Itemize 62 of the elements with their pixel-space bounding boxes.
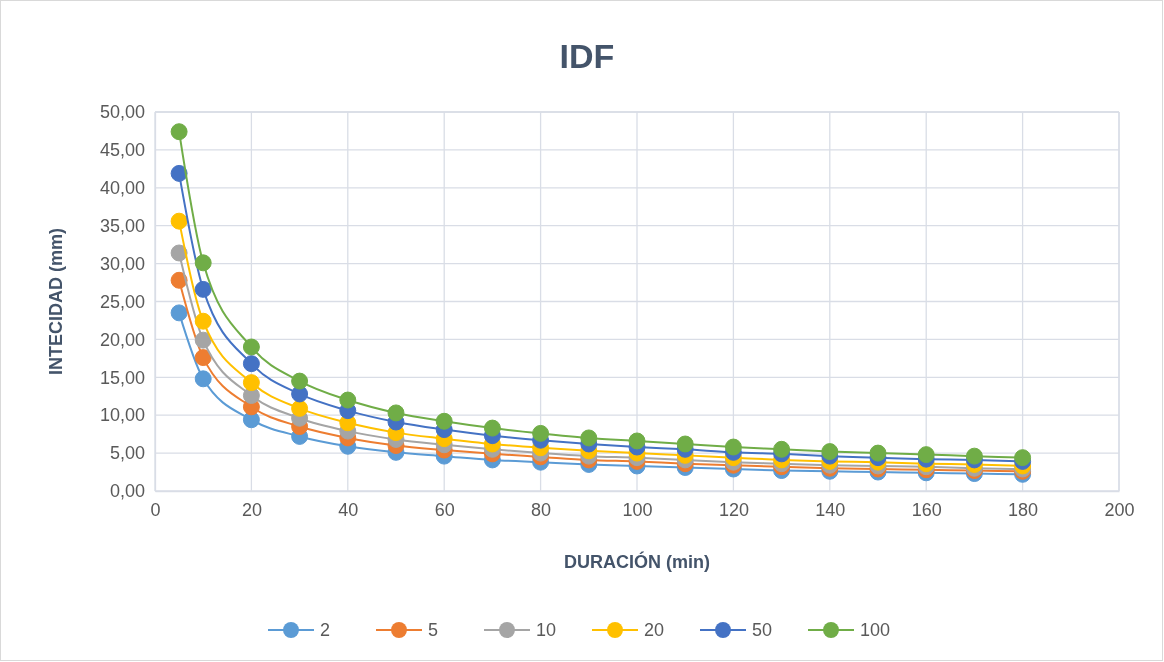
x-tick-label: 80 — [531, 499, 552, 520]
y-tick-label: 15,00 — [99, 367, 145, 388]
point — [724, 438, 742, 456]
x-axis-title: DURACIÓN (min) — [564, 551, 710, 572]
point — [170, 164, 188, 182]
x-tick-label: 20 — [241, 499, 262, 520]
point — [291, 399, 309, 417]
point — [170, 123, 188, 141]
x-tick-label: 180 — [1008, 499, 1039, 520]
point — [628, 432, 646, 450]
y-axis-title: INTECIDAD (mm) — [46, 228, 66, 375]
point — [965, 447, 983, 465]
point — [242, 338, 260, 356]
legend-label: 50 — [752, 620, 773, 640]
point — [869, 444, 887, 462]
y-tick-label: 0,00 — [109, 481, 145, 502]
point — [170, 304, 188, 322]
point — [194, 331, 212, 349]
point — [387, 404, 405, 422]
x-tick-label: 140 — [815, 499, 846, 520]
point — [194, 312, 212, 330]
point — [170, 271, 188, 289]
point — [339, 391, 357, 409]
point — [242, 355, 260, 373]
x-tick-label: 0 — [150, 499, 161, 520]
x-tick-label: 60 — [434, 499, 455, 520]
point — [821, 443, 839, 461]
legend-label: 20 — [644, 620, 665, 640]
y-tick-label: 35,00 — [99, 215, 145, 236]
y-tick-label: 25,00 — [99, 291, 145, 312]
y-tick-label: 45,00 — [99, 140, 145, 161]
point — [917, 446, 935, 464]
legend-label: 2 — [320, 620, 331, 640]
x-tick-label: 100 — [622, 499, 653, 520]
y-tick-label: 50,00 — [99, 102, 145, 123]
chart-title: IDF — [559, 37, 615, 75]
point — [170, 212, 188, 230]
x-tick-label: 40 — [338, 499, 359, 520]
point — [676, 435, 694, 453]
point — [532, 424, 550, 442]
point — [580, 429, 598, 447]
y-tick-label: 10,00 — [99, 405, 145, 426]
point — [194, 370, 212, 388]
y-tick-label: 20,00 — [99, 329, 145, 350]
point — [435, 412, 453, 430]
point — [483, 419, 501, 437]
point — [194, 254, 212, 272]
x-tick-label: 200 — [1104, 499, 1135, 520]
point — [242, 374, 260, 392]
point — [170, 244, 188, 262]
legend-label: 10 — [536, 620, 557, 640]
legend-label: 100 — [860, 620, 891, 640]
point — [194, 280, 212, 298]
y-tick-label: 5,00 — [109, 443, 145, 464]
y-tick-label: 40,00 — [99, 178, 145, 199]
point — [291, 372, 309, 390]
point — [194, 349, 212, 367]
legend-label: 5 — [428, 620, 439, 640]
x-tick-label: 160 — [911, 499, 942, 520]
y-tick-label: 30,00 — [99, 253, 145, 274]
x-tick-label: 120 — [718, 499, 749, 520]
point — [773, 440, 791, 458]
